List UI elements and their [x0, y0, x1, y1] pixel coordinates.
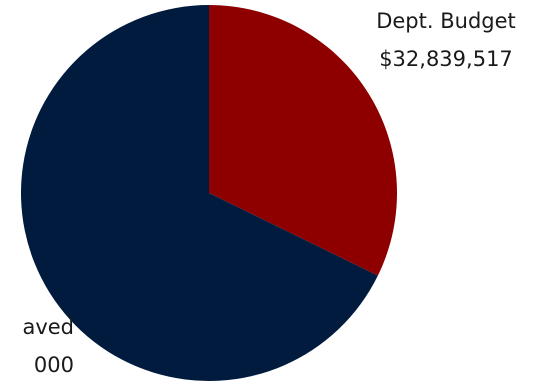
slice-label: aved: [22, 315, 74, 339]
slice-label: Dept. Budget: [376, 9, 516, 33]
pie-slice: [209, 5, 397, 276]
slice-value-label: 000: [34, 353, 74, 377]
pie-slice: [20, 5, 378, 381]
slice-value-label: $32,839,517: [379, 47, 513, 71]
